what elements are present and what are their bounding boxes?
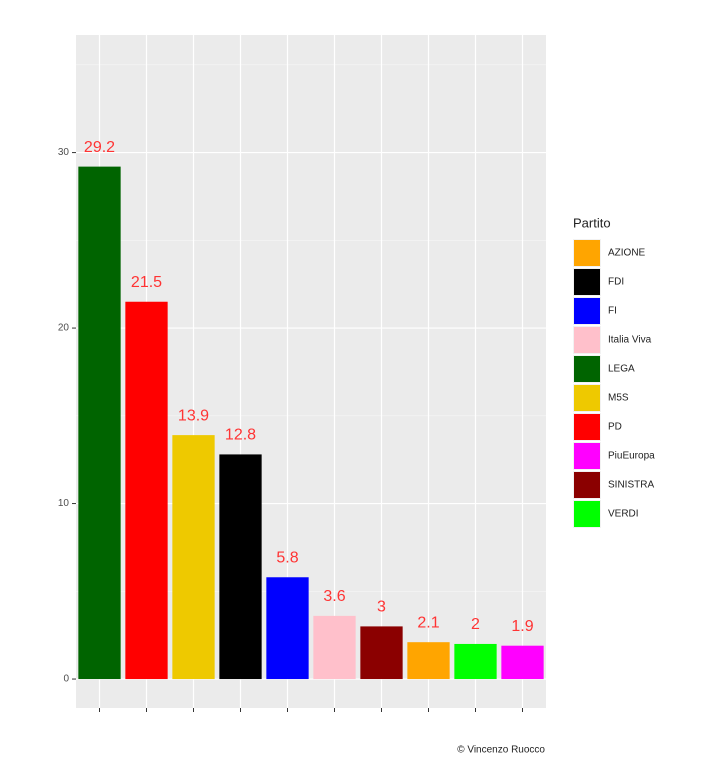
legend-label: Italia Viva xyxy=(608,335,652,346)
legend-label: AZIONE xyxy=(608,248,646,259)
legend-swatch xyxy=(574,327,600,353)
y-tick-label: 30 xyxy=(58,147,70,158)
legend-label: PD xyxy=(608,422,622,433)
value-label: 2.1 xyxy=(417,614,439,631)
legend-label: FDI xyxy=(608,277,624,288)
legend-swatch xyxy=(574,414,600,440)
legend-swatch xyxy=(574,443,600,469)
bar xyxy=(266,577,309,680)
bar xyxy=(219,454,262,680)
legend-swatch xyxy=(574,472,600,498)
y-tick-label: 0 xyxy=(63,674,69,685)
value-label: 2 xyxy=(471,616,480,633)
legend-swatch xyxy=(574,298,600,324)
y-tick-label: 10 xyxy=(58,498,70,509)
legend-label: LEGA xyxy=(608,364,635,375)
bar xyxy=(501,645,544,680)
value-label: 21.5 xyxy=(131,274,162,291)
bar xyxy=(172,435,215,680)
bar xyxy=(125,301,168,680)
legend-title: Partito xyxy=(573,215,611,230)
value-label: 12.8 xyxy=(225,427,256,444)
bar xyxy=(313,615,356,680)
legend-label: VERDI xyxy=(608,509,639,520)
legend-label: SINISTRA xyxy=(608,480,654,491)
value-label: 5.8 xyxy=(276,549,298,566)
value-label: 3.6 xyxy=(323,588,345,605)
value-label: 3 xyxy=(377,599,386,616)
y-tick-label: 20 xyxy=(58,323,70,334)
legend-label: FI xyxy=(608,306,617,317)
legend-swatch xyxy=(574,501,600,527)
bar xyxy=(454,643,497,680)
value-label: 13.9 xyxy=(178,407,209,424)
caption: © Vincenzo Ruocco xyxy=(457,745,545,756)
value-label: 29.2 xyxy=(84,139,115,156)
legend-label: M5S xyxy=(608,393,629,404)
bar xyxy=(78,166,121,680)
value-label: 1.9 xyxy=(511,618,533,635)
bar xyxy=(407,642,450,680)
legend-swatch xyxy=(574,269,600,295)
legend-swatch xyxy=(574,240,600,266)
legend-swatch xyxy=(574,356,600,382)
legend-label: PiuEuropa xyxy=(608,451,655,462)
bar xyxy=(360,626,403,680)
legend-swatch xyxy=(574,385,600,411)
